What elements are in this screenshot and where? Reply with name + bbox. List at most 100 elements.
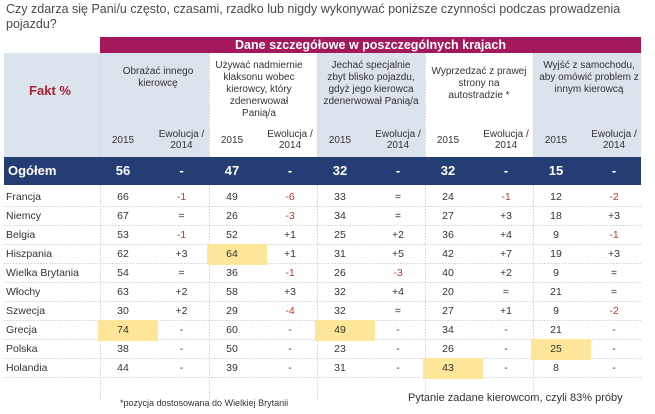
table-cell: - bbox=[179, 343, 184, 355]
table-cell: - bbox=[288, 324, 292, 336]
table-cell: 67 bbox=[117, 210, 129, 222]
total-cell: - bbox=[503, 163, 509, 178]
column-divider bbox=[209, 53, 210, 400]
table-cell: 30 bbox=[117, 305, 129, 317]
table-cell: 23 bbox=[334, 343, 346, 355]
table-cell: +2 bbox=[175, 286, 188, 298]
table-cell: - bbox=[179, 324, 184, 336]
table-cell: 74 bbox=[117, 324, 129, 336]
country-label: Hiszpania bbox=[6, 248, 53, 260]
evolution-label: Ewolucja / 2014 bbox=[158, 129, 205, 151]
row-separator bbox=[4, 377, 641, 378]
total-cell: - bbox=[287, 163, 293, 178]
table-cell: - bbox=[504, 324, 508, 336]
table-cell: 9 bbox=[553, 305, 559, 317]
total-cell: - bbox=[395, 163, 401, 178]
header-band-col1 bbox=[100, 53, 209, 157]
source-note: Pytanie zadane kierowcom, czyli 83% prób… bbox=[408, 392, 623, 404]
table-cell: 24 bbox=[442, 191, 454, 203]
fakt-label: Fakt % bbox=[29, 83, 71, 98]
table-cell: - bbox=[288, 362, 292, 374]
table-cell: 38 bbox=[117, 343, 129, 355]
column-header-5: Wyjść z samochodu, aby omówić problem z … bbox=[539, 60, 639, 95]
table-cell: -1 bbox=[176, 191, 187, 203]
table-cell: 9 bbox=[553, 267, 559, 279]
row-separator bbox=[4, 225, 641, 226]
table-cell: 34 bbox=[442, 324, 454, 336]
header-band-col4 bbox=[425, 53, 533, 157]
highlight-box bbox=[98, 320, 158, 341]
table-cell: 8 bbox=[553, 362, 559, 374]
table-cell: -2 bbox=[609, 191, 619, 203]
row-separator bbox=[4, 263, 641, 264]
table-cell: 9 bbox=[553, 229, 559, 241]
table-cell: = bbox=[178, 267, 185, 279]
table-cell: 34 bbox=[334, 210, 346, 222]
table-cell: 32 bbox=[334, 286, 346, 298]
table-cell: 40 bbox=[442, 267, 454, 279]
table-cell: 39 bbox=[226, 362, 238, 374]
table-cell: 49 bbox=[226, 191, 238, 203]
country-label: Holandia bbox=[6, 362, 48, 374]
table-cell: = bbox=[502, 286, 510, 298]
section-banner: Dane szczegółowe w poszczególnych krajac… bbox=[100, 37, 641, 53]
header-band-col3 bbox=[317, 53, 425, 157]
table-cell: 27 bbox=[442, 305, 454, 317]
table-cell: 31 bbox=[334, 362, 346, 374]
year-label: 2015 bbox=[436, 135, 460, 146]
table-cell: 36 bbox=[226, 267, 238, 279]
total-cell: - bbox=[179, 163, 184, 178]
table-cell: 62 bbox=[117, 248, 129, 260]
row-separator bbox=[4, 282, 641, 283]
table-cell: 50 bbox=[226, 343, 238, 355]
table-cell: - bbox=[504, 343, 508, 355]
table-cell: +3 bbox=[284, 286, 296, 298]
table-cell: +3 bbox=[608, 248, 620, 260]
table-cell: -3 bbox=[285, 210, 295, 222]
header-band-col5 bbox=[533, 53, 641, 157]
highlight-box bbox=[531, 339, 591, 360]
table-cell: 54 bbox=[117, 267, 129, 279]
table-cell: +3 bbox=[175, 248, 188, 260]
table-cell: 26 bbox=[442, 343, 454, 355]
table-cell: -1 bbox=[501, 191, 511, 203]
country-label: Polska bbox=[6, 343, 38, 355]
header-band-col2 bbox=[209, 53, 317, 157]
table-cell: 63 bbox=[117, 286, 129, 298]
row-separator bbox=[4, 244, 641, 245]
table-cell: - bbox=[396, 324, 400, 336]
table-cell: 58 bbox=[226, 286, 238, 298]
table-cell: 60 bbox=[226, 324, 238, 336]
year-label: 2015 bbox=[544, 135, 568, 146]
table-cell: 12 bbox=[550, 191, 562, 203]
table-cell: 43 bbox=[442, 362, 454, 374]
total-cell: 47 bbox=[224, 163, 240, 178]
column-header-1: Obrażać innego kierowcę bbox=[122, 66, 194, 89]
table-cell: +2 bbox=[392, 229, 404, 241]
row-separator bbox=[4, 358, 641, 359]
table-cell: 52 bbox=[226, 229, 238, 241]
table-cell: = bbox=[394, 191, 402, 203]
table-cell: -1 bbox=[285, 267, 295, 279]
question-text: Czy zdarza się Pani/u często, czasami, r… bbox=[6, 2, 621, 31]
table-cell: 42 bbox=[442, 248, 454, 260]
total-cell: 32 bbox=[440, 163, 456, 178]
table-cell: = bbox=[178, 210, 185, 222]
country-label: Niemcy bbox=[6, 210, 42, 222]
highlight-box bbox=[207, 244, 267, 265]
country-label: Belgia bbox=[6, 229, 36, 241]
year-label: 2015 bbox=[328, 135, 352, 146]
year-label: 2015 bbox=[111, 135, 135, 146]
country-label: Grecja bbox=[6, 324, 37, 336]
table-cell: +2 bbox=[500, 267, 512, 279]
table-cell: = bbox=[394, 210, 402, 222]
table-cell: 66 bbox=[117, 191, 129, 203]
table-cell: -4 bbox=[285, 305, 295, 317]
table-cell: 21 bbox=[550, 286, 562, 298]
row-separator bbox=[4, 301, 641, 302]
table-cell: +3 bbox=[500, 210, 512, 222]
table-cell: +5 bbox=[392, 248, 404, 260]
table-cell: 18 bbox=[550, 210, 562, 222]
column-divider bbox=[533, 53, 534, 400]
table-cell: 64 bbox=[226, 248, 238, 260]
